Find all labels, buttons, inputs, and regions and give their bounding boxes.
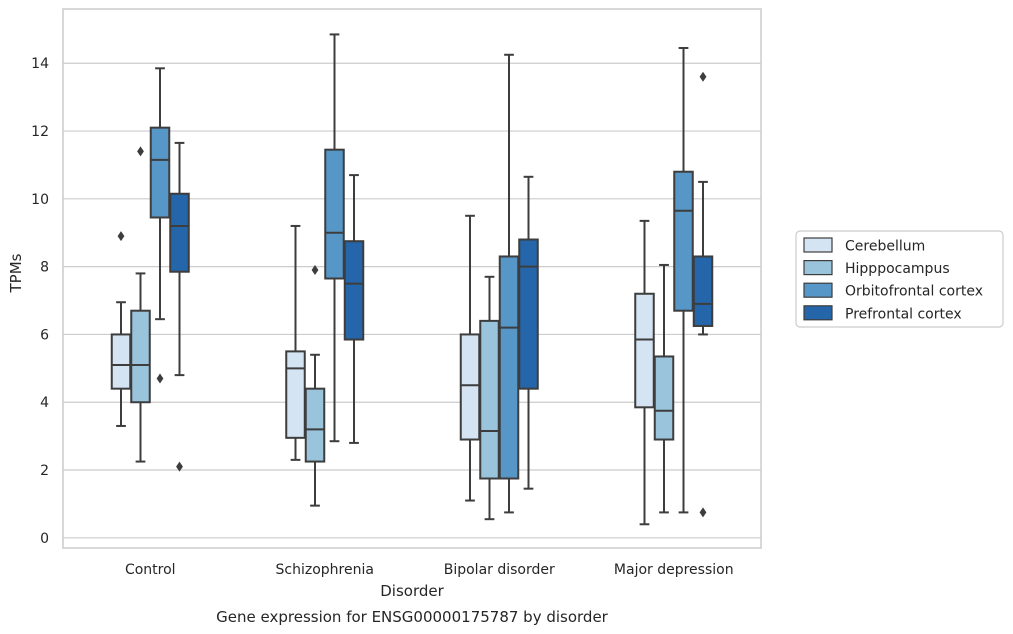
- box-iqr: [343, 240, 365, 341]
- box-iqr: [692, 255, 714, 327]
- x-tick-label: Major depression: [614, 562, 734, 578]
- y-tick-label: 0: [40, 531, 49, 547]
- y-tick-label: 4: [40, 395, 49, 411]
- x-tick-labels: Control Schizophrenia Bipolar disorder Majo…: [125, 562, 734, 578]
- outlier-point: [156, 373, 164, 384]
- box-iqr: [285, 350, 306, 439]
- box-iqr: [459, 333, 481, 441]
- box-1-3: [343, 174, 365, 444]
- y-tick-label: 8: [40, 260, 49, 276]
- box-iqr: [653, 355, 675, 441]
- y-tick-label: 14: [31, 56, 49, 72]
- box-0-2: [149, 67, 171, 384]
- x-tick-label: Schizophrenia: [276, 562, 374, 578]
- legend-label: Hipppocampus: [845, 261, 950, 277]
- legend-label: Orbitofrontal cortex: [845, 284, 983, 300]
- outlier-point: [311, 265, 319, 276]
- legend-label: Cerebellum: [845, 239, 925, 255]
- box-iqr: [149, 126, 171, 219]
- legend-swatch: [803, 260, 833, 276]
- x-axis-label: Disorder: [380, 582, 444, 600]
- legend: Cerebellum Hipppocampus Orbitofrontal cort…: [795, 230, 1004, 328]
- box-iqr: [634, 292, 655, 409]
- box-3-0: [634, 219, 655, 526]
- box-2-1: [479, 275, 500, 521]
- legend-frame: [795, 230, 1004, 328]
- box-3-2: [673, 46, 694, 514]
- x-tick-label: Bipolar disorder: [444, 562, 555, 578]
- y-axis-label: TPMs: [7, 253, 25, 293]
- box-iqr: [673, 170, 694, 312]
- legend-label: Prefrontal cortex: [845, 306, 962, 322]
- outlier-point: [699, 507, 707, 518]
- box-0-0: [110, 231, 132, 427]
- box-iqr: [110, 333, 132, 390]
- box-iqr: [304, 387, 326, 463]
- y-tick-label: 6: [40, 327, 49, 343]
- outlier-point: [176, 461, 183, 472]
- box-3-3: [692, 71, 714, 518]
- box-2-2: [498, 53, 520, 514]
- chart-title: Gene expression for ENSG00000175787 by d…: [216, 608, 609, 626]
- outlier-point: [117, 231, 125, 242]
- x-tick-label: Control: [125, 562, 176, 578]
- box-1-2: [324, 33, 345, 443]
- outlier-point: [699, 71, 707, 82]
- box-1-1: [304, 265, 326, 507]
- legend-swatch: [803, 282, 833, 298]
- box-iqr: [479, 319, 500, 480]
- y-tick-label: 2: [40, 463, 49, 479]
- y-tick-label: 10: [31, 192, 49, 208]
- y-tick-labels: 0 2 4 6 8 10 12 14: [31, 56, 49, 547]
- box-iqr: [324, 148, 345, 280]
- legend-swatch: [803, 237, 833, 253]
- boxes: [110, 33, 714, 526]
- y-tick-label: 12: [31, 124, 49, 140]
- box-2-3: [518, 175, 539, 490]
- legend-swatch: [803, 305, 833, 321]
- box-3-1: [653, 263, 675, 514]
- box-iqr: [498, 255, 520, 480]
- box-2-0: [459, 214, 481, 502]
- box-iqr: [169, 192, 190, 273]
- box-1-0: [285, 224, 306, 461]
- box-0-1: [130, 146, 151, 463]
- outlier-point: [137, 146, 144, 157]
- box-0-3: [169, 141, 190, 472]
- box-iqr: [130, 309, 151, 404]
- box-iqr: [518, 238, 539, 390]
- plot-frame: [62, 8, 762, 549]
